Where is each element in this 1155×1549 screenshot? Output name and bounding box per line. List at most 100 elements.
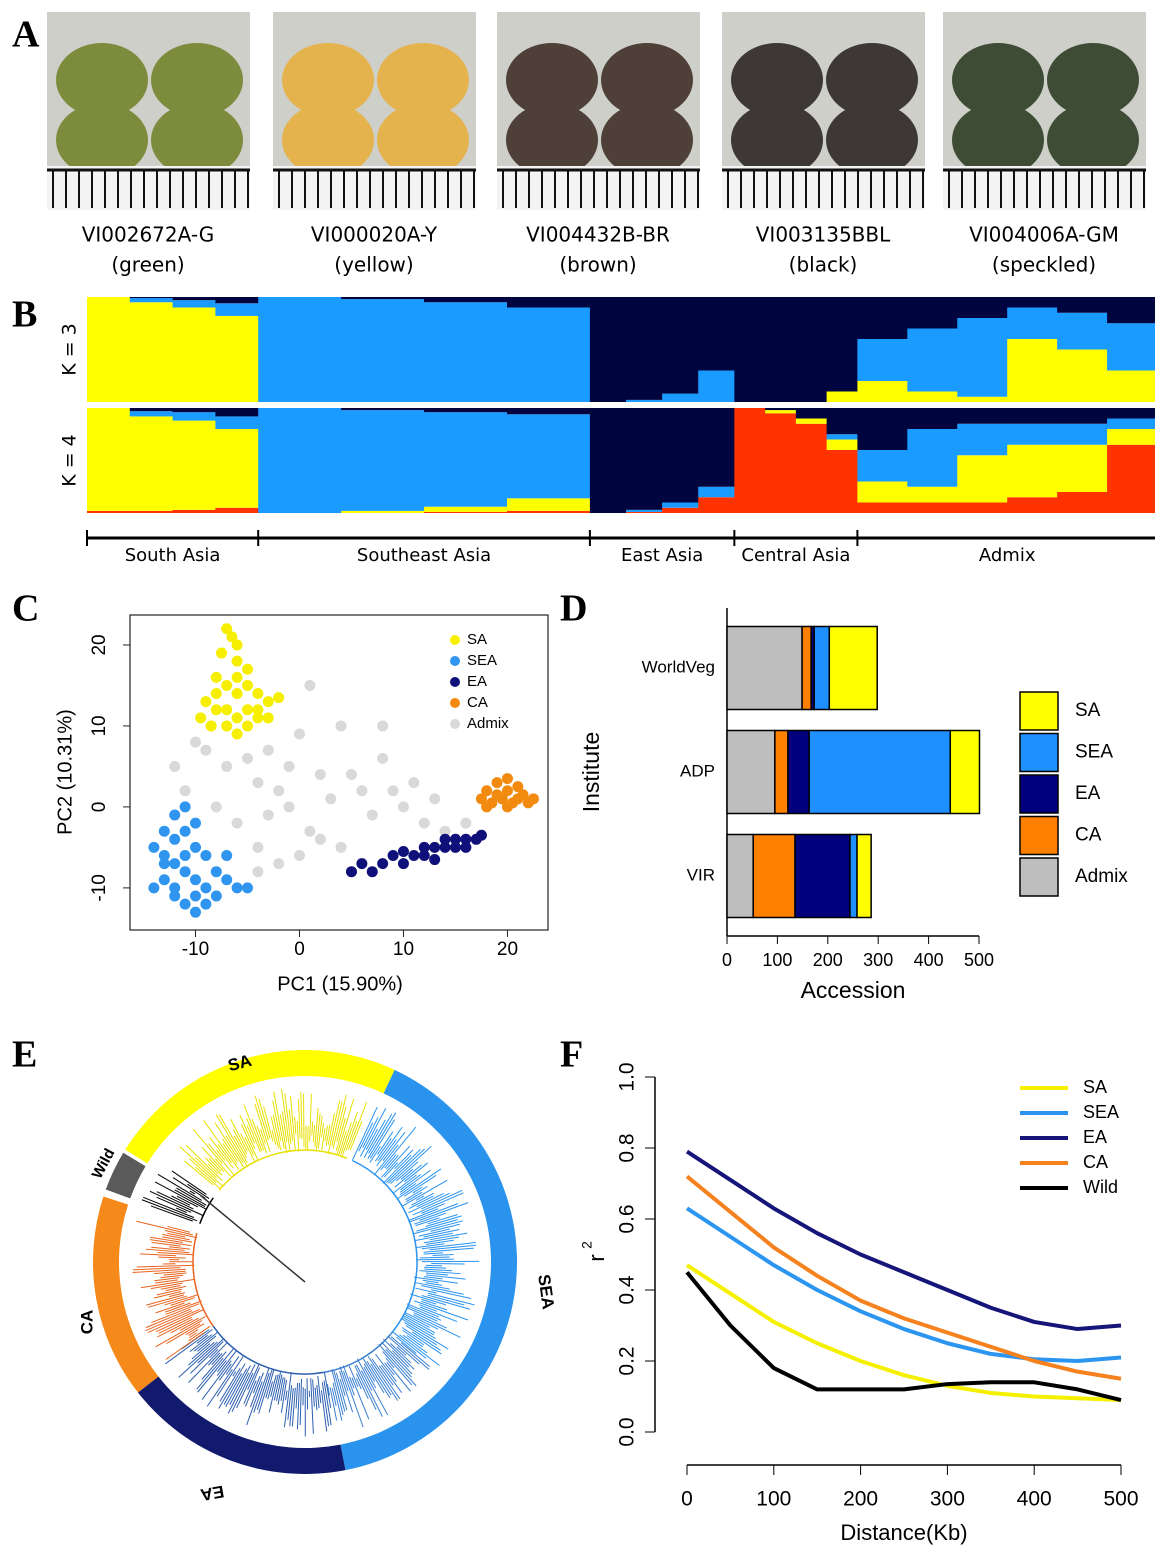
tree-branch [174,1189,206,1207]
ancestry-segment [172,307,216,402]
tree-branch [315,1113,321,1152]
ancestry-segment [1107,408,1155,419]
seed [1047,43,1139,117]
point [221,679,233,691]
tree-branch [396,1168,442,1200]
tree-branch [247,1363,260,1390]
tree-branch [425,1215,462,1227]
legend-label: SA [1083,1077,1107,1097]
point [158,850,170,862]
tree-branch [406,1303,440,1318]
tree-branch [356,1373,369,1400]
tree-branch [413,1212,447,1225]
tree-branch [332,1094,347,1149]
tree-branch [172,1177,206,1199]
series-line [685,1149,1122,1332]
point [262,744,274,756]
point [429,841,441,853]
tree-branch [395,1161,419,1182]
tree-branch [156,1309,204,1333]
y-tick-label: 0.6 [616,1204,639,1233]
ancestry-segment [1057,312,1108,350]
tree-branch [211,1353,223,1366]
point [169,760,181,772]
tree-branch [419,1202,469,1221]
tree-branch [297,1099,301,1138]
ruler [47,166,250,210]
tree-branch [323,1380,332,1426]
point [366,866,378,878]
tree-branch [342,1365,355,1396]
tree-branch [201,1351,227,1380]
tree-branch [373,1144,399,1176]
tree-branch [381,1341,413,1375]
point [231,671,243,683]
point [335,841,347,853]
tree-branch [246,1125,256,1144]
tree-branch [311,1121,314,1136]
tree-branch [399,1334,440,1366]
point [231,655,243,667]
tree-branch [355,1377,362,1390]
tree-branch [201,1360,232,1400]
tree-branch [240,1133,255,1162]
point [273,692,285,704]
k-label: K = 3 [59,323,81,376]
legend-label: SA [1075,700,1101,721]
tree-branch [306,1378,309,1410]
tree-branch [258,1368,273,1414]
tree-branch [157,1318,193,1338]
seed [282,103,374,177]
point [190,841,202,853]
y-tick-label: 0.2 [616,1346,639,1375]
point [169,858,181,870]
bar-segment [774,729,789,815]
tree-branch [273,1372,282,1401]
tree-branch [281,1110,288,1142]
tree-arc [212,1325,325,1375]
tree-branch [374,1138,392,1162]
tree-branch [423,1236,460,1244]
k-label: K = 4 [59,434,81,487]
panel-letter: D [560,588,587,630]
tree-branch [327,1113,335,1145]
clade-ring [137,1376,346,1475]
photo-id: VI003135BBL [756,223,891,247]
tree-branch [163,1272,187,1276]
tree-branch [429,1244,477,1251]
ancestry-segment [172,420,216,510]
point [481,785,493,797]
tree-branch [421,1203,445,1214]
tree-branch [411,1331,441,1351]
tree-branch [385,1348,413,1378]
tree-branch [376,1131,394,1155]
tree-branch [420,1300,448,1311]
tree-branch [154,1277,180,1282]
ancestry-segment [589,408,627,513]
point [408,777,420,789]
tree-branch [145,1310,193,1332]
x-tick-label: 200 [843,1488,878,1511]
tree-branch [331,1101,343,1147]
ancestry-segment [172,412,216,421]
tree-branch [325,1124,331,1146]
tree-branch [413,1220,464,1235]
y-tick-label: 0.8 [616,1133,639,1162]
tree-branch [189,1190,196,1195]
point [179,825,191,837]
photo-color: (green) [111,253,184,277]
point [221,850,233,862]
tree-arc [192,1232,214,1327]
tree-branch [165,1329,213,1365]
y-axis-label-superscript: 2 [579,1241,595,1249]
tree-branch [413,1314,461,1338]
tree-branch [333,1369,346,1412]
tree-branch [166,1323,201,1344]
panel-letter: F [560,1034,583,1076]
tree-branch [394,1164,422,1188]
point [501,785,513,797]
point [179,850,191,862]
tree-branch [368,1113,393,1154]
tree-branch [367,1355,399,1401]
